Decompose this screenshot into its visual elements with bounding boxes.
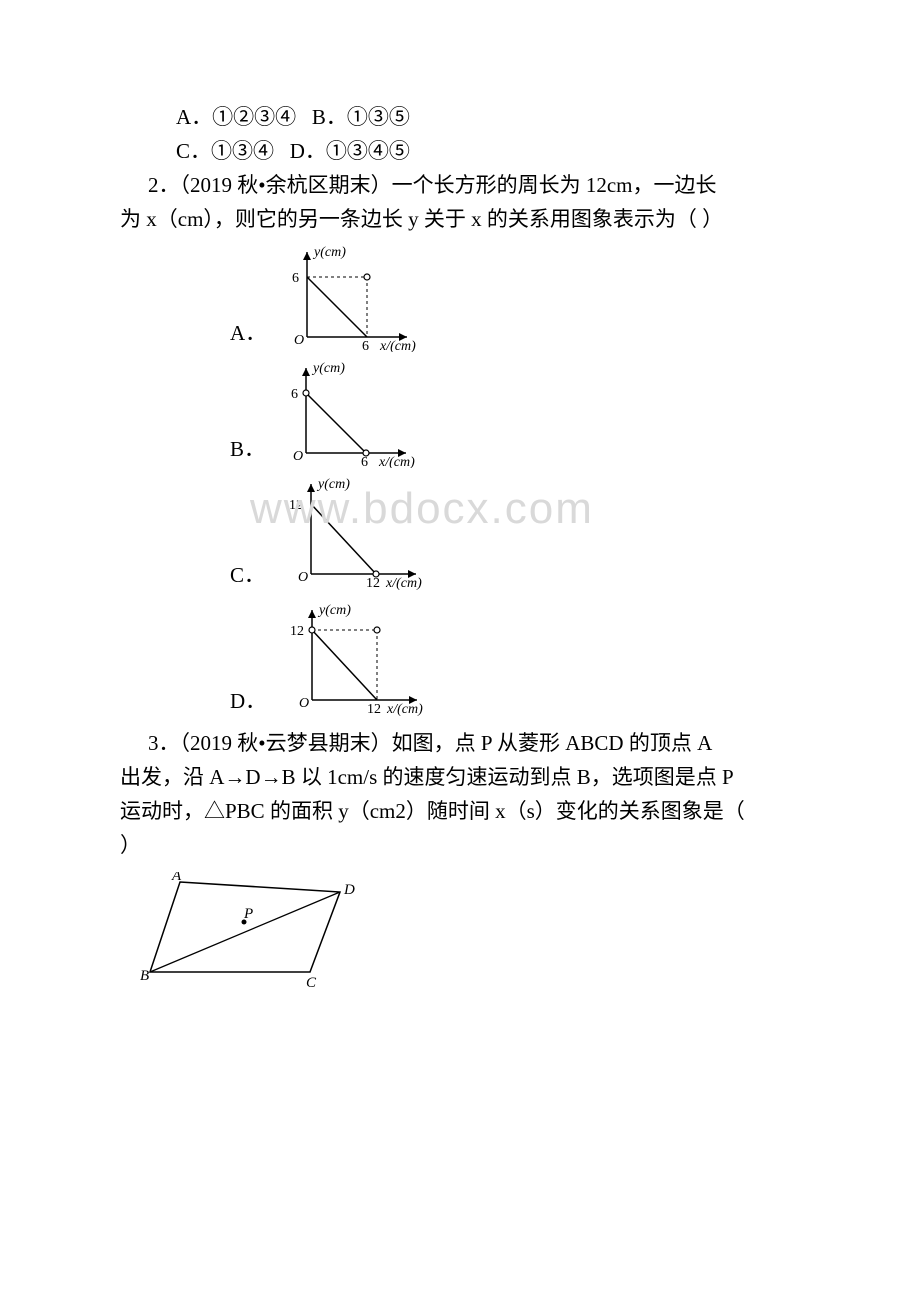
q2-option-c-wrap: C． y(cm) x/(cm) O 12 12 www.bdocx.com (120, 474, 800, 594)
q2-opt-c-letter: C． (230, 560, 265, 590)
q3-stem-line2: 出发，沿 A→D→B 以 1cm/s 的速度匀速运动到点 B，选项图是点 P (120, 760, 800, 794)
graph-a-ytick: 6 (292, 271, 299, 286)
graph-a-xtick: 6 (362, 339, 369, 352)
graph-d-ytick: 12 (290, 624, 304, 639)
q3-rhombus-wrap: A D C B P (140, 872, 800, 992)
watermark-text: www.bdocx.com (250, 484, 594, 534)
q1-opt-a: A．①②③④ (176, 105, 296, 129)
graph-a-origin: O (294, 333, 304, 348)
graph-d-origin: O (299, 696, 309, 711)
graph-d-xtick: 12 (367, 702, 381, 717)
q1-opt-c: C．①③④ (176, 139, 274, 163)
graph-c-xlabel: x/(cm) (385, 576, 422, 591)
q3-stem-line4: ） (120, 828, 800, 862)
q3-rhombus-figure: A D C B P (140, 872, 370, 992)
graph-b-xlabel: x/(cm) (378, 455, 415, 468)
q2-opt-d-letter: D． (230, 686, 266, 716)
graph-b-ytick: 6 (291, 387, 298, 402)
q2-option-a-block: A． y(cm) x/(cm) O 6 6 (230, 242, 800, 352)
q2-graph-d: y(cm) x/(cm) O 12 12 (272, 600, 432, 720)
graph-c-xtick: 12 (366, 576, 380, 591)
graph-d-ylabel: y(cm) (317, 603, 351, 618)
graph-c-origin: O (298, 570, 308, 585)
q1-option-c-d: C．①③④ D．①③④⑤ (120, 134, 800, 168)
q2-opt-b-letter: B． (230, 434, 265, 464)
graph-d-xlabel: x/(cm) (386, 702, 423, 717)
q3-stem-line3: 运动时，△PBC 的面积 y（cm2）随时间 x（s）变化的关系图象是（ (120, 794, 800, 828)
rhombus-c: C (306, 975, 317, 991)
q2-stem-line2: 为 x（cm），则它的另一条边长 y 关于 x 的关系用图象表示为（ ） (120, 202, 800, 236)
q3-stem-line1: 3．（2019 秋•云梦县期末）如图，点 P 从菱形 ABCD 的顶点 A (120, 726, 800, 760)
graph-b-origin: O (293, 449, 303, 464)
q2-option-d-block: D． y(cm) x/(cm) O 12 12 (230, 600, 800, 720)
rhombus-b: B (140, 968, 149, 984)
q2-option-b-block: B． y(cm) x/(cm) O 6 6 (230, 358, 800, 468)
q2-stem-line1: 2．（2019 秋•余杭区期末）一个长方形的周长为 12cm，一边长 (120, 168, 800, 202)
q2-opt-a-letter: A． (230, 318, 266, 348)
graph-b-xtick: 6 (361, 455, 368, 468)
q1-opt-d: D．①③④⑤ (290, 139, 410, 163)
rhombus-a: A (171, 872, 182, 884)
q2-graph-b: y(cm) x/(cm) O 6 6 (271, 358, 421, 468)
rhombus-p: P (243, 906, 253, 922)
graph-b-ylabel: y(cm) (311, 361, 345, 376)
q1-opt-b: B．①③⑤ (312, 105, 410, 129)
q2-graph-a: y(cm) x/(cm) O 6 6 (272, 242, 422, 352)
graph-a-ylabel: y(cm) (312, 245, 346, 260)
graph-a-xlabel: x/(cm) (379, 339, 416, 352)
rhombus-d: D (343, 882, 355, 898)
q1-option-a-b: A．①②③④ B．①③⑤ (120, 100, 800, 134)
